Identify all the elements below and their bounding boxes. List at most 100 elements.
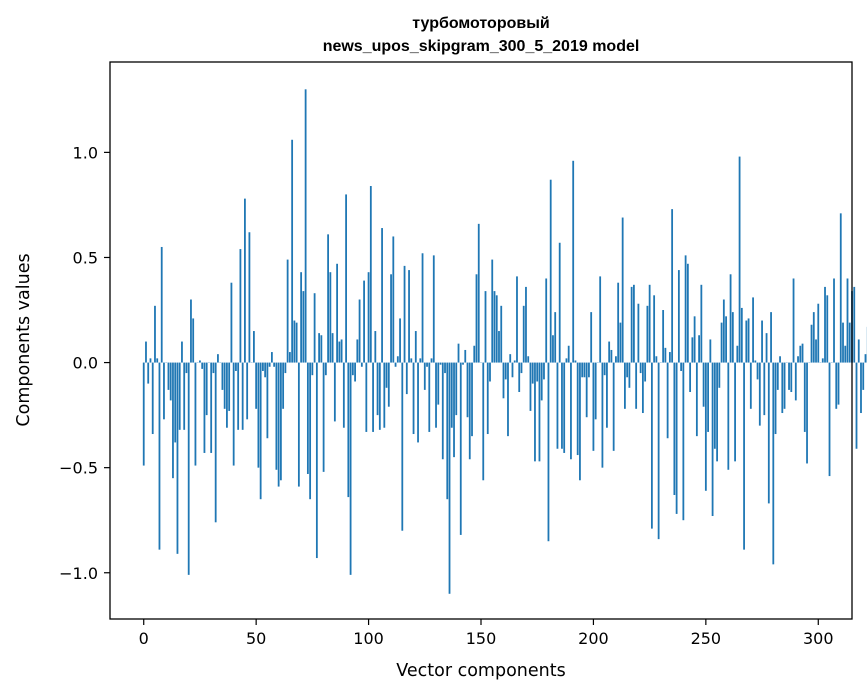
bar: [412, 362, 415, 435]
bar: [266, 362, 269, 439]
bar: [340, 339, 343, 363]
bar: [228, 362, 231, 411]
bar: [212, 362, 215, 374]
bar: [363, 280, 365, 363]
bar: [477, 223, 480, 363]
bar: [169, 362, 172, 401]
bar: [199, 360, 201, 363]
bar: [821, 358, 824, 363]
bar: [495, 295, 498, 363]
bar: [297, 362, 300, 487]
bar: [637, 303, 640, 363]
bar: [657, 362, 660, 540]
bar: [592, 362, 595, 451]
bar: [543, 362, 545, 380]
bar: [767, 362, 770, 504]
bar: [347, 362, 350, 498]
y-axis-ticks: −1.0 −0.5 0.0 0.5 1.0: [59, 143, 110, 583]
bar: [619, 322, 622, 363]
bar: [145, 341, 147, 363]
bar: [815, 339, 817, 363]
bar: [457, 343, 460, 363]
bar: [246, 362, 249, 420]
bar: [758, 362, 761, 426]
bar: [862, 362, 865, 390]
bar: [846, 278, 849, 363]
bar: [783, 362, 786, 409]
bar: [185, 362, 188, 374]
bar: [686, 263, 689, 363]
bar: [504, 362, 507, 380]
bar: [835, 362, 838, 409]
bar: [255, 362, 258, 409]
bar: [486, 362, 489, 435]
bar: [471, 362, 473, 437]
bar: [806, 362, 808, 464]
bar: [203, 362, 206, 453]
bar: [489, 362, 491, 382]
bar: [817, 303, 820, 363]
bar: [615, 356, 617, 363]
bar: [635, 362, 638, 409]
x-tick-label: 150: [466, 629, 497, 648]
bar: [691, 337, 694, 363]
bar: [644, 362, 647, 382]
bar: [570, 362, 572, 460]
bar: [149, 358, 152, 363]
bar: [257, 362, 260, 468]
bar: [547, 362, 550, 542]
bar: [713, 362, 716, 449]
bar: [624, 362, 626, 409]
bar: [358, 299, 361, 363]
bar: [711, 362, 714, 517]
y-tick-label: 0.5: [73, 248, 98, 267]
bar: [752, 297, 754, 363]
bar: [194, 362, 197, 466]
bar: [704, 362, 707, 491]
bar: [576, 362, 579, 456]
bar: [594, 362, 597, 420]
bar-series: [142, 89, 867, 594]
bar: [781, 362, 784, 414]
bar: [226, 362, 228, 428]
bar: [392, 236, 395, 363]
bar: [655, 356, 658, 363]
bar: [446, 362, 449, 500]
bar: [318, 333, 321, 363]
x-axis-ticks: 0 50 100 150 200 250 300: [139, 619, 834, 648]
bar: [408, 270, 410, 363]
bar: [700, 284, 703, 363]
bar: [396, 356, 399, 363]
bar: [626, 362, 629, 378]
bar: [520, 362, 523, 374]
bar: [390, 274, 392, 363]
bar: [210, 362, 213, 453]
bar: [356, 339, 359, 363]
bar: [160, 246, 163, 363]
bar: [432, 255, 435, 363]
bar: [668, 352, 671, 363]
bar: [743, 362, 745, 550]
bar: [237, 362, 240, 430]
bar: [313, 293, 316, 363]
bar: [279, 362, 282, 481]
chart-title-line-1: турбомоторовый: [412, 15, 549, 32]
bar: [725, 316, 727, 363]
bar: [230, 282, 233, 363]
bar: [441, 362, 444, 460]
bar: [628, 362, 631, 388]
bar: [455, 362, 458, 416]
bar: [828, 362, 831, 477]
bar: [513, 360, 516, 363]
bar: [306, 362, 309, 474]
bar: [801, 343, 804, 363]
bar: [475, 274, 478, 363]
bar: [304, 89, 307, 363]
y-tick-label: −1.0: [59, 564, 98, 583]
bar: [736, 345, 739, 363]
bar: [853, 286, 856, 363]
bar: [567, 345, 570, 363]
bar: [421, 253, 424, 363]
bar: [291, 139, 294, 363]
bar: [693, 316, 696, 363]
